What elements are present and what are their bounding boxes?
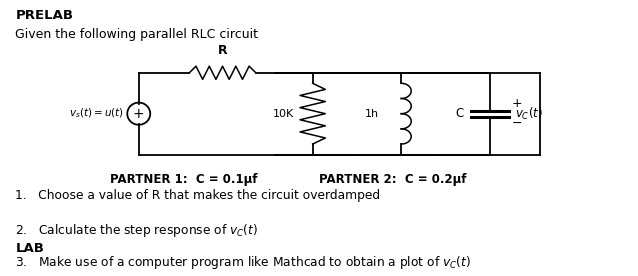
Text: PARTNER 2:  C = 0.2μf: PARTNER 2: C = 0.2μf bbox=[319, 173, 466, 186]
Text: 1h: 1h bbox=[365, 109, 379, 119]
Text: $v_s(t) = u(t)$: $v_s(t) = u(t)$ bbox=[69, 107, 124, 121]
Text: R: R bbox=[218, 44, 227, 57]
Text: −: − bbox=[512, 117, 523, 130]
Text: 1.   Choose a value of R that makes the circuit overdamped: 1. Choose a value of R that makes the ci… bbox=[15, 189, 380, 202]
Text: 2.   Calculate the step response of $v_C(t)$: 2. Calculate the step response of $v_C(t… bbox=[15, 222, 258, 239]
Text: 3.   Make use of a computer program like Mathcad to obtain a plot of $v_C(t)$: 3. Make use of a computer program like M… bbox=[15, 254, 471, 271]
Text: Given the following parallel RLC circuit: Given the following parallel RLC circuit bbox=[15, 28, 258, 41]
Text: +: + bbox=[512, 97, 523, 110]
Text: PRELAB: PRELAB bbox=[15, 9, 73, 22]
Text: PARTNER 1:  C = 0.1μf: PARTNER 1: C = 0.1μf bbox=[110, 173, 258, 186]
Text: LAB: LAB bbox=[15, 242, 44, 255]
Text: 10K: 10K bbox=[272, 109, 293, 119]
Text: $v_C(t)$: $v_C(t)$ bbox=[515, 106, 543, 122]
Text: +: + bbox=[133, 107, 145, 121]
Text: C: C bbox=[455, 107, 463, 120]
